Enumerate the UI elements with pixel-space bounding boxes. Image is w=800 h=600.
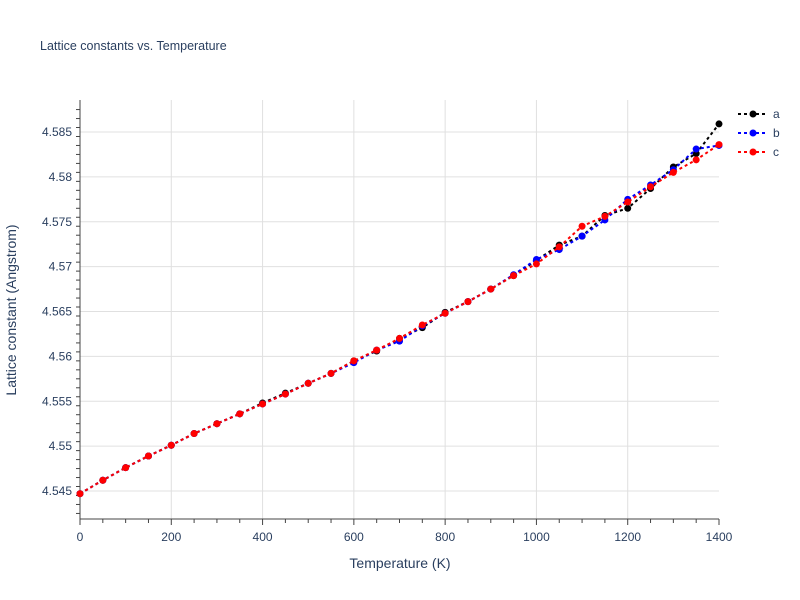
data-point-c [441, 309, 449, 317]
data-point-c [510, 272, 518, 280]
data-point-c [578, 222, 586, 230]
y-axis-label: Lattice constant (Angstrom) [3, 224, 19, 395]
x-tick-label: 400 [253, 530, 273, 544]
legend-marker-a [749, 110, 757, 118]
y-tick-label: 4.585 [42, 125, 72, 139]
series-line-a [79, 123, 720, 495]
y-tick-label: 4.555 [42, 394, 72, 408]
y-tick-label: 4.58 [49, 170, 73, 184]
data-point-c [281, 390, 289, 398]
data-point-c [167, 441, 175, 449]
data-point-c [327, 369, 335, 377]
series-line-c [79, 143, 720, 495]
data-point-c [99, 476, 107, 484]
legend-label-b: b [773, 126, 780, 140]
legend-marker-c [749, 148, 757, 156]
data-point-a [715, 120, 723, 128]
data-point-c [692, 156, 700, 164]
x-tick-label: 800 [435, 530, 455, 544]
data-point-c [715, 141, 723, 149]
y-tick-label: 4.55 [49, 439, 73, 453]
series-line-b [79, 144, 720, 495]
x-tick-label: 200 [161, 530, 181, 544]
data-point-c [259, 400, 267, 408]
legend-marker-b [749, 129, 757, 137]
legend-label-c: c [773, 145, 779, 159]
y-tick-label: 4.57 [49, 260, 73, 274]
data-point-b [692, 145, 700, 153]
data-point-c [418, 321, 426, 329]
data-point-c [532, 260, 540, 268]
data-point-c [190, 430, 198, 438]
data-point-c [144, 452, 152, 460]
y-tick-label: 4.545 [42, 484, 72, 498]
data-point-c [487, 285, 495, 293]
data-point-c [555, 243, 563, 251]
x-axis-label: Temperature (K) [349, 555, 450, 571]
y-tick-label: 4.565 [42, 305, 72, 319]
data-point-c [396, 334, 403, 342]
data-point-c [304, 379, 312, 387]
data-point-c [464, 298, 472, 306]
data-point-c [624, 198, 632, 206]
data-point-c [647, 183, 655, 191]
x-tick-label: 600 [344, 530, 364, 544]
data-point-c [236, 410, 244, 418]
data-point-c [669, 168, 677, 176]
x-tick-label: 1400 [706, 530, 733, 544]
data-point-c [122, 464, 130, 472]
data-point-c [76, 490, 84, 498]
data-point-c [373, 346, 381, 354]
data-point-c [601, 212, 609, 220]
x-tick-label: 1000 [523, 530, 550, 544]
data-point-b [578, 232, 586, 240]
legend-label-a: a [773, 107, 780, 121]
y-tick-label: 4.575 [42, 215, 72, 229]
data-point-a [624, 204, 632, 212]
x-tick-label: 0 [77, 530, 84, 544]
chart-title: Lattice constants vs. Temperature [40, 39, 227, 53]
x-tick-label: 1200 [614, 530, 641, 544]
data-point-c [350, 357, 358, 365]
data-point-c [213, 420, 221, 428]
y-tick-label: 4.56 [49, 349, 73, 363]
